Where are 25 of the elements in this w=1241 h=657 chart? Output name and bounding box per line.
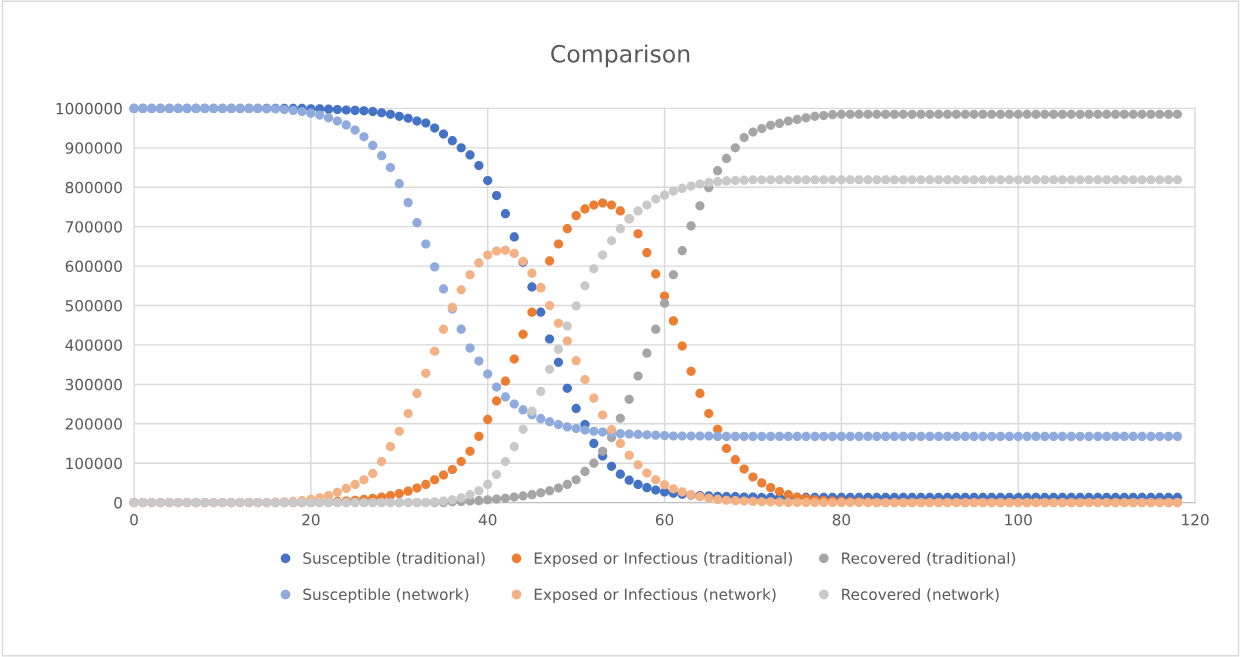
y-tick-label: 300000 — [65, 378, 122, 391]
y-tick-label: 100000 — [66, 457, 122, 470]
y-tick-label: 200000 — [65, 418, 122, 430]
legend-label: Exposed or Infectious (network) — [534, 588, 776, 604]
y-tick-label: 700000 — [65, 221, 122, 233]
y-tick-label: 1000000 — [56, 102, 122, 115]
legend-label: Recovered (network) — [842, 588, 999, 602]
x-tick-label: 20 — [302, 513, 320, 526]
y-tick-label: 600000 — [65, 260, 122, 273]
x-tick-label: 0 — [130, 513, 138, 526]
x-tick-label: 80 — [832, 513, 851, 526]
legend-label: Exposed or Infectious (traditional) — [534, 552, 792, 567]
x-tick-label: 60 — [655, 513, 674, 526]
y-tick-label: 0 — [114, 497, 122, 509]
y-tick-label: 400000 — [65, 339, 122, 351]
x-tick-label: 100 — [1005, 513, 1032, 526]
x-tick-label: 120 — [1182, 513, 1209, 526]
legend-label: Recovered (traditional) — [842, 552, 1016, 566]
y-tick-label: 500000 — [65, 299, 122, 312]
y-tick-label: 900000 — [65, 142, 122, 154]
legend-label: Susceptible (traditional) — [303, 552, 485, 567]
y-tick-label: 800000 — [65, 181, 122, 194]
x-tick-label: 40 — [478, 513, 497, 526]
chart-title: Comparison — [551, 44, 690, 68]
legend-label: Susceptible (network) — [303, 588, 469, 604]
